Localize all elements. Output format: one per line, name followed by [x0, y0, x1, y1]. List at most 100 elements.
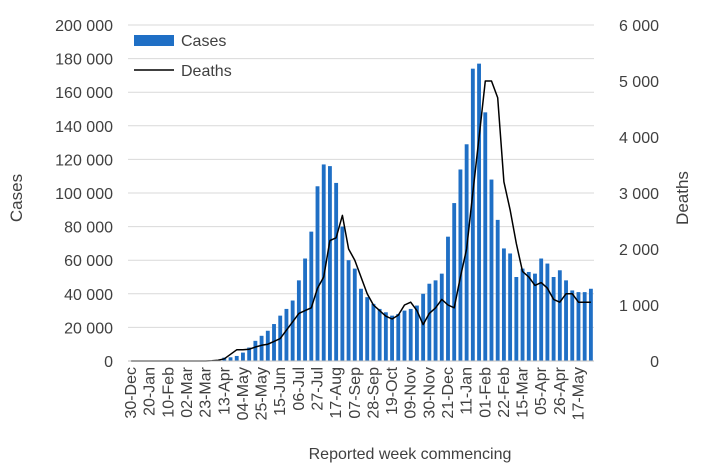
case-bar — [464, 144, 469, 361]
x-tick-label: 27-Jul — [310, 367, 327, 411]
case-bar — [309, 231, 314, 361]
case-bar — [414, 305, 419, 361]
case-bar — [427, 283, 432, 361]
case-bar — [501, 248, 506, 361]
case-bar — [408, 308, 413, 361]
x-tick-label: 04-May — [235, 367, 252, 420]
legend: Cases Deaths — [134, 33, 232, 80]
y-tick-label: 0 — [104, 354, 113, 371]
cases-bars — [203, 63, 593, 362]
x-tick-label: 30-Dec — [123, 367, 140, 419]
case-bar — [253, 340, 258, 361]
case-bar — [234, 355, 239, 361]
case-bar — [290, 300, 295, 361]
case-bar — [551, 277, 556, 361]
case-bar — [557, 270, 562, 361]
y2-tick-label: 2 000 — [619, 242, 659, 259]
y-tick-label: 140 000 — [55, 119, 113, 136]
left-y-axis-ticks: 0 20 000 40 000 60 000 80 000 100 000 120 000 1… — [55, 18, 113, 371]
x-tick-label: 07-Sep — [347, 367, 364, 419]
x-tick-label: 01-Feb — [477, 367, 494, 418]
case-bar — [458, 169, 463, 361]
case-bar — [303, 258, 308, 361]
case-bar — [265, 330, 270, 361]
case-bar — [247, 347, 252, 361]
case-bar — [433, 280, 438, 361]
legend-swatch-cases — [134, 35, 174, 46]
case-bar — [315, 186, 320, 361]
x-axis-title: Reported week commencing — [309, 446, 512, 463]
case-bar — [371, 303, 376, 361]
y-tick-label: 80 000 — [64, 220, 113, 237]
y2-tick-label: 1 000 — [619, 298, 659, 315]
case-bar — [489, 179, 494, 361]
case-bar — [259, 335, 264, 361]
x-tick-label: 22-Feb — [496, 367, 513, 418]
x-tick-label: 26-Apr — [552, 366, 569, 415]
case-bar — [296, 280, 301, 361]
case-bar — [446, 236, 450, 361]
case-bar — [588, 288, 593, 361]
case-bar — [340, 226, 345, 361]
x-tick-label: 13-Apr — [216, 366, 233, 415]
x-tick-label: 23-Mar — [198, 366, 215, 417]
case-bar — [545, 263, 550, 361]
y-tick-label: 40 000 — [64, 287, 113, 304]
x-tick-label: 28-Sep — [365, 367, 382, 419]
case-bar — [390, 315, 394, 361]
case-bar — [470, 68, 475, 362]
y-tick-label: 60 000 — [64, 253, 113, 270]
x-tick-label: 15-Mar — [515, 366, 532, 417]
case-bar — [477, 63, 481, 361]
x-tick-label: 20-Jan — [142, 367, 159, 416]
case-bar — [508, 253, 513, 361]
x-tick-label: 30-Nov — [421, 367, 438, 419]
y-tick-label: 200 000 — [55, 18, 113, 35]
case-bar — [421, 293, 426, 361]
case-bar — [321, 164, 326, 361]
case-bar — [514, 277, 519, 361]
case-bar — [396, 313, 401, 361]
case-bar — [284, 308, 289, 361]
case-bar — [352, 268, 357, 361]
case-bar — [365, 297, 370, 361]
case-bar — [576, 292, 581, 361]
x-tick-label: 02-Mar — [179, 366, 196, 417]
legend-label-deaths: Deaths — [181, 63, 232, 80]
y-tick-label: 180 000 — [55, 52, 113, 69]
case-bar — [328, 166, 332, 361]
x-tick-label: 21-Dec — [440, 367, 457, 419]
x-tick-label: 15-Jun — [272, 367, 289, 416]
x-tick-label: 11-Jan — [459, 367, 476, 415]
x-tick-label: 05-Apr — [533, 366, 550, 415]
case-bar — [228, 357, 233, 361]
y-axis-title: Cases — [7, 174, 26, 222]
y2-tick-label: 3 000 — [619, 186, 659, 203]
y2-tick-label: 0 — [650, 354, 659, 371]
y-tick-label: 20 000 — [64, 320, 113, 337]
y2-tick-label: 5 000 — [619, 74, 659, 91]
case-bar — [495, 219, 500, 361]
case-bar — [439, 273, 444, 361]
x-tick-label: 17-Aug — [328, 367, 345, 419]
case-bar — [359, 288, 363, 361]
case-bar — [402, 310, 407, 361]
y-tick-label: 120 000 — [55, 152, 113, 169]
case-bar — [452, 203, 457, 361]
y2-axis-title: Deaths — [673, 171, 692, 225]
x-tick-label: 10-Feb — [160, 367, 177, 418]
case-bar — [526, 271, 531, 361]
case-bar — [520, 268, 525, 361]
gridlines — [128, 24, 594, 328]
y-tick-label: 160 000 — [55, 85, 113, 102]
case-bar — [272, 324, 276, 361]
x-tick-label: 06-Jul — [291, 367, 308, 411]
y-tick-label: 100 000 — [55, 186, 113, 203]
case-bar — [539, 258, 544, 361]
case-bar — [377, 308, 382, 361]
case-bar — [241, 352, 245, 361]
right-y-axis-ticks: 0 1 000 2 000 3 000 4 000 5 000 6 000 — [619, 18, 659, 371]
legend-label-cases: Cases — [181, 33, 226, 50]
x-tick-label: 25-May — [254, 367, 271, 420]
